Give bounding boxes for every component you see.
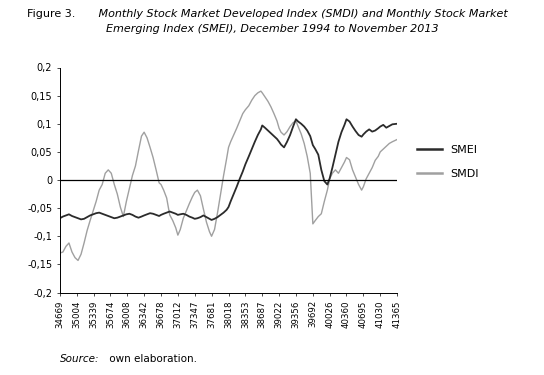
- Text: Figure 3.: Figure 3.: [27, 9, 76, 20]
- Text: Source:: Source:: [60, 354, 100, 364]
- Text: own elaboration.: own elaboration.: [106, 354, 197, 364]
- Legend: SMEI, SMDI: SMEI, SMDI: [413, 141, 484, 183]
- Text: Emerging Index (SMEI), December 1994 to November 2013: Emerging Index (SMEI), December 1994 to …: [106, 24, 438, 34]
- Text: Monthly Stock Market Developed Index (SMDI) and Monthly Stock Market: Monthly Stock Market Developed Index (SM…: [95, 9, 508, 20]
